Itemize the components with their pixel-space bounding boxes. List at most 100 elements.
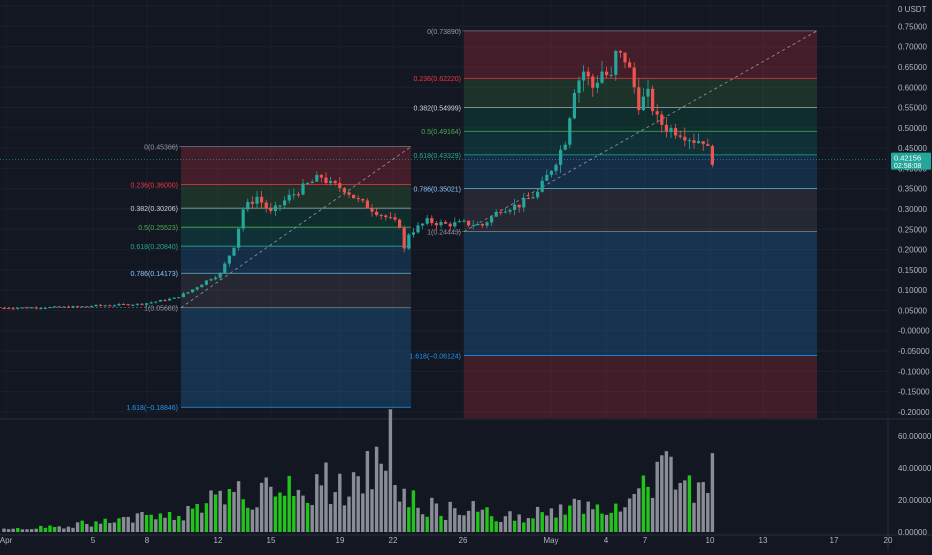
volume-bar bbox=[692, 502, 696, 532]
candle-body bbox=[430, 218, 434, 224]
volume-bar bbox=[471, 501, 475, 532]
volume-bar bbox=[269, 486, 273, 532]
price-tick-label: 0.35000 bbox=[898, 185, 927, 194]
volume-bar bbox=[287, 475, 291, 532]
candle-body bbox=[416, 225, 420, 233]
candle-body bbox=[384, 215, 388, 218]
candle-body bbox=[706, 144, 710, 146]
volume-bar bbox=[494, 521, 498, 532]
volume-bar bbox=[223, 504, 227, 532]
fib-level-label: 0.382(0.54999) bbox=[414, 106, 461, 113]
candle-body bbox=[559, 149, 563, 165]
volume-bar bbox=[218, 490, 222, 532]
candle-body bbox=[301, 183, 305, 195]
candle-body bbox=[595, 82, 599, 88]
time-tick-label: 19 bbox=[336, 536, 345, 545]
fib-retracements: 0(0.45366) 0.236(0.36000) 0.382(0.30206) 0.… bbox=[0, 29, 818, 418]
candle-body bbox=[347, 192, 351, 195]
candle-body bbox=[370, 208, 374, 212]
candle-body bbox=[582, 71, 586, 81]
volume-bar bbox=[563, 514, 567, 532]
volume-bar bbox=[683, 480, 687, 532]
volume-bar bbox=[425, 516, 429, 532]
candle-body bbox=[577, 80, 581, 93]
volume-bar bbox=[664, 451, 669, 532]
volume-bar bbox=[236, 481, 241, 532]
candle-body bbox=[16, 307, 20, 309]
fib-level-label: 0.382(0.30206) bbox=[131, 206, 178, 213]
volume-bar bbox=[149, 514, 153, 532]
candle-body bbox=[11, 308, 15, 310]
candle-body bbox=[80, 306, 84, 308]
volume-bar bbox=[158, 513, 163, 532]
candle-body bbox=[2, 308, 6, 310]
price-tick-label: 0.10000 bbox=[898, 286, 927, 295]
candle-body bbox=[692, 140, 696, 143]
volume-bar bbox=[650, 497, 655, 532]
volume-bar bbox=[655, 461, 659, 532]
volume-bar bbox=[62, 528, 66, 532]
candle-body bbox=[545, 174, 549, 181]
candle-body bbox=[324, 177, 328, 183]
candle-body bbox=[646, 88, 650, 97]
candle-body bbox=[20, 307, 24, 309]
candle-body bbox=[218, 273, 222, 278]
volume-bar bbox=[103, 518, 107, 532]
volume-bar bbox=[678, 482, 682, 532]
candle-body bbox=[476, 223, 480, 226]
candle-body bbox=[306, 183, 310, 185]
volume-bar bbox=[591, 509, 595, 532]
volume-bar bbox=[673, 489, 678, 532]
volume-bar bbox=[241, 499, 245, 532]
candle-body bbox=[154, 301, 158, 303]
fib-band bbox=[464, 154, 817, 189]
candle-body bbox=[62, 306, 66, 308]
candle-body bbox=[296, 194, 300, 196]
candle-body bbox=[99, 304, 103, 306]
volume-bar bbox=[98, 523, 103, 532]
volume-bar bbox=[227, 489, 232, 532]
candle-body bbox=[310, 181, 314, 184]
volume-bar bbox=[641, 475, 646, 532]
volume-bar bbox=[370, 489, 374, 532]
volume-bar bbox=[696, 482, 701, 532]
candle-body bbox=[338, 183, 342, 189]
volume-bar bbox=[402, 488, 406, 532]
volume-bar bbox=[282, 495, 287, 532]
volume-bar bbox=[310, 505, 314, 532]
price-tick-label: -0.00000 bbox=[898, 327, 930, 336]
fib-band bbox=[181, 184, 411, 209]
volume-bar bbox=[572, 498, 577, 532]
volume-bar bbox=[499, 522, 503, 532]
fib-band bbox=[464, 78, 817, 108]
time-tick-label: 20 bbox=[884, 536, 893, 545]
volume-bar bbox=[687, 475, 692, 532]
candle-body bbox=[172, 297, 176, 299]
candle-body bbox=[264, 202, 268, 209]
candle-body bbox=[94, 304, 98, 307]
volume-bar bbox=[480, 509, 485, 532]
volume-bar bbox=[315, 474, 319, 532]
candle-body bbox=[214, 277, 218, 280]
candle-body bbox=[117, 304, 121, 306]
last-price-badge bbox=[891, 152, 931, 170]
candle-body bbox=[278, 205, 282, 207]
price-tick-label: 0.50000 bbox=[898, 124, 927, 133]
candle-body bbox=[710, 145, 714, 165]
price-tick-label: -0.05000 bbox=[898, 347, 930, 356]
volume-bar bbox=[204, 503, 209, 532]
volume-bar bbox=[351, 472, 356, 532]
candle-body bbox=[200, 284, 204, 288]
volume-bar bbox=[512, 520, 517, 532]
volume-bar bbox=[439, 515, 443, 532]
volume-bar bbox=[632, 493, 636, 532]
volume-bar bbox=[434, 503, 439, 532]
candle-body bbox=[641, 96, 645, 111]
candle-body bbox=[71, 306, 75, 308]
volume-bar bbox=[213, 494, 218, 532]
candle-body bbox=[365, 200, 369, 209]
fib-band bbox=[464, 30, 817, 79]
fib-right: 0(0.73890) 0.236(0.62220) 0.382(0.54999) 0.… bbox=[409, 29, 818, 418]
